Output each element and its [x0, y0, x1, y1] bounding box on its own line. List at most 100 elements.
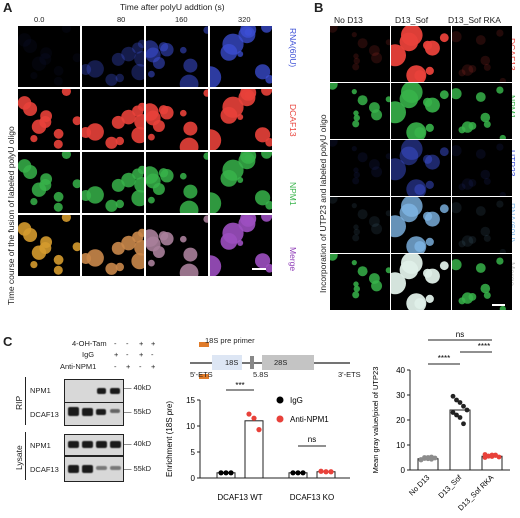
data-point: [246, 411, 252, 417]
micrograph-b-r2-c1: [391, 140, 451, 196]
data-point: [228, 470, 234, 476]
category-label: D13_Sof: [436, 472, 464, 500]
data-point: [323, 469, 329, 475]
right-end-label: 3'-ETS: [338, 370, 361, 379]
micrograph-a-r2-c2: [146, 152, 208, 213]
segment-5-8s-box: [250, 356, 254, 369]
panel-a-title: Time after polyU addtion (s): [120, 2, 225, 12]
micrograph-b-r3-c0: [330, 197, 390, 253]
row-label-4-oh-tam: 4-OH-Tam: [72, 339, 107, 348]
panel-c-label: C: [3, 334, 13, 349]
segment-28s-box: [262, 355, 314, 370]
data-point: [318, 468, 324, 474]
micrograph-a-r3-c3: [210, 215, 272, 276]
data-point: [251, 415, 257, 421]
primer-label: 18S pre primer: [205, 336, 255, 345]
panel-a-label: A: [3, 0, 13, 15]
data-point: [429, 456, 434, 462]
y-tick-label: 40: [396, 366, 405, 375]
micrograph-a-r1-c0: [18, 89, 80, 150]
data-point: [457, 415, 463, 420]
rip-bracket: [25, 377, 26, 425]
panel-a-channel-rna: RNA(60U): [288, 28, 298, 68]
scale-bar-b: [492, 304, 505, 306]
lysate-label: Lysate: [14, 445, 24, 470]
condition-no-d13: No D13: [334, 15, 363, 25]
panel-b-side-label: Incorporation of UTP23 and labeled polyU…: [318, 114, 328, 293]
category-label: No D13: [407, 473, 431, 497]
blot-rip-npm1: [64, 379, 124, 403]
micrograph-a-r3-c2: [146, 215, 208, 276]
micrograph-b-r0-c2: [452, 26, 512, 82]
legend-marker: [276, 396, 284, 404]
treatment-sign: -: [139, 362, 142, 371]
panel-a-channel-dcaf13: DCAF13: [288, 104, 298, 137]
data-point: [300, 470, 306, 476]
panel-a-channel-merge: Merge: [288, 247, 298, 272]
segment-18s-label: 18S: [225, 358, 239, 367]
blot-label-lysate-dcaf13: DCAF13: [30, 465, 59, 474]
micrograph-b-r3-c1: [391, 197, 451, 253]
micrograph-b-r1-c1: [391, 83, 451, 139]
enrichment-chart: 0 5 10 15 Enrichment (18S pre) DCAF13 WT DCAF1…: [165, 381, 350, 502]
data-point: [454, 397, 459, 403]
micrograph-b-r0-c1: [391, 26, 451, 82]
micrograph-a-r0-c3: [210, 26, 272, 87]
treatment-sign: +: [114, 350, 119, 359]
mw-lysate-55kd: —55kD: [124, 464, 152, 473]
panel-b-label: B: [314, 0, 324, 15]
data-point: [454, 412, 459, 418]
panel-a-side-label: Time course of the fusion of labeled pol…: [6, 126, 16, 305]
micrograph-b-r4-c1: [391, 254, 451, 310]
treatment-sign: -: [151, 350, 154, 359]
rip-label: RIP: [14, 395, 24, 410]
category-label: DCAF13 KO: [290, 493, 334, 502]
y-tick-label: 10: [396, 441, 405, 450]
y-tick-label: 15: [186, 396, 195, 405]
category-label: DCAF13 WT: [217, 493, 262, 502]
data-point: [450, 393, 456, 399]
micrograph-b-r4-c0: [330, 254, 390, 310]
micrograph-a-r3-c0: [18, 215, 80, 276]
y-tick-label: 0: [401, 466, 406, 475]
primer-reverse-marker: [199, 374, 209, 379]
y-tick-label: 20: [396, 416, 405, 425]
segment-18s-box: [212, 355, 242, 370]
mw-rip-40kd: —40kD: [124, 383, 152, 392]
micrograph-a-r2-c3: [210, 152, 272, 213]
micrograph-a-r2-c0: [18, 152, 80, 213]
y-axis-title: Enrichment (18S pre): [165, 401, 174, 477]
time-label-0: 0.0: [34, 15, 45, 24]
segment-28s-label: 28S: [274, 358, 288, 367]
segment-5-8s-label: 5.8S: [253, 370, 269, 379]
legend-marker: [276, 415, 284, 423]
left-end-label: 5'-ETS: [190, 370, 213, 379]
row-label-anti-npm1: Anti-NPM1: [60, 362, 97, 371]
micrograph-b-r3-c2: [452, 197, 512, 253]
mw-rip-55kd: —55kD: [124, 407, 152, 416]
time-label-160: 160: [175, 15, 188, 24]
micrograph-a-r1-c1: [82, 89, 144, 150]
blot-rip-dcaf13: [64, 402, 124, 426]
data-point: [450, 410, 456, 415]
data-point: [295, 470, 301, 476]
sig-label-1: ****: [438, 354, 450, 363]
data-point: [493, 452, 498, 458]
micrograph-a-r0-c0: [18, 26, 80, 87]
data-point: [464, 407, 470, 413]
data-point: [486, 453, 491, 459]
legend-label: IgG: [290, 396, 303, 405]
data-point: [457, 400, 463, 405]
y-tick-label: 30: [396, 391, 405, 400]
y-tick-label: 5: [191, 448, 196, 457]
legend-label: Anti-NPM1: [290, 415, 329, 424]
treatment-sign: +: [126, 362, 131, 371]
micrograph-a-r0-c1: [82, 26, 144, 87]
rrna-schematic: [190, 342, 350, 379]
micrograph-a-r2-c1: [82, 152, 144, 213]
data-point: [218, 470, 224, 476]
treatment-sign: +: [139, 339, 144, 348]
mw-lysate-40kd: —40kD: [124, 439, 152, 448]
blot-label-rip-npm1: NPM1: [30, 386, 51, 395]
time-label-320: 320: [238, 15, 251, 24]
